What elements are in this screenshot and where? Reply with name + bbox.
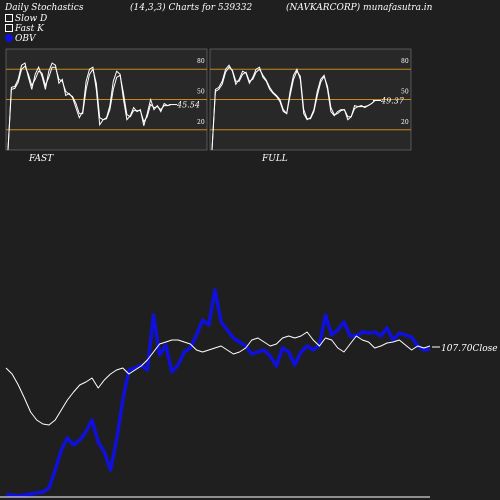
fast-ytick-label: 50 (197, 89, 205, 96)
full-ytick-label: 20 (401, 119, 409, 126)
close-price-label: 107.70Close (441, 344, 498, 354)
legend-slow-d: Slow D (5, 14, 47, 24)
fast-ytick-label: 80 (197, 58, 205, 65)
fast-value-label: 45.54 (176, 101, 200, 110)
legend-obv-label: OBV (15, 34, 36, 44)
fast-series-2-line (7, 65, 172, 151)
chart-title-center: (14,3,3) Charts for 539332 (130, 3, 253, 13)
legend-fast-k: Fast K (5, 24, 44, 34)
obv-line (6, 288, 431, 498)
legend-square-icon (5, 14, 13, 22)
legend-fast-k-label: Fast K (15, 24, 44, 34)
fast-ytick-label: 20 (197, 119, 205, 126)
full-panel-label: FULL (262, 154, 288, 164)
close-price-line (5, 331, 431, 426)
full-series-1-line (211, 64, 376, 151)
full-series-2-line (211, 66, 376, 151)
legend-obv: OBV (5, 34, 36, 44)
legend-square-icon (5, 24, 13, 32)
chart-title-left: Daily Stochastics (5, 3, 84, 13)
full-ytick-label: 80 (401, 58, 409, 65)
fast-panel-label: FAST (29, 154, 54, 164)
legend-dot-icon (5, 34, 13, 42)
legend-slow-d-label: Slow D (15, 14, 48, 24)
chart-title-right: (NAVKARCORP) munafasutra.in (286, 3, 433, 13)
fast-series-1-line (7, 62, 172, 151)
full-ytick-label: 50 (401, 89, 409, 96)
full-value-label: 49.37 (380, 97, 405, 106)
